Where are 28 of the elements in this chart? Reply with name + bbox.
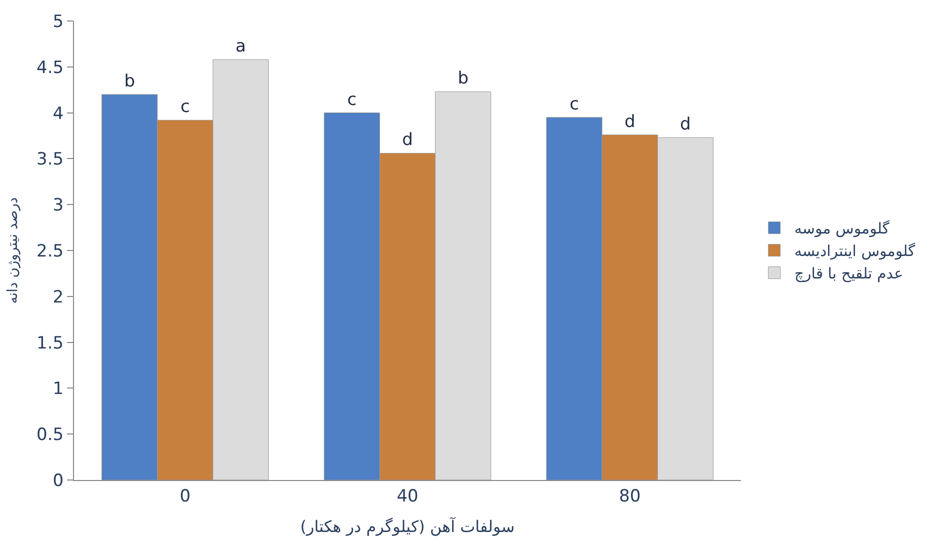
data-label: d [680,114,691,135]
data-label: b [124,71,135,92]
x-tick-label: 80 [619,486,641,506]
data-label: c [180,97,190,118]
y-tick-label: 3.5 [36,150,64,170]
y-tick-label: 4.5 [36,58,64,78]
y-tick-label: 0.5 [36,425,64,446]
y-tick-label: 5 [52,12,64,32]
legend-label: گلوموس اینترادیسه [794,242,916,260]
y-tick-label: 2.5 [36,241,64,262]
legend-label: عدم تلقیح با قارچ [794,264,904,283]
x-tick-label: 40 [396,486,418,506]
data-label: d [624,112,636,132]
x-tick-label: 0 [180,486,191,506]
data-label: a [236,36,246,57]
y-tick-label: 3 [52,196,64,216]
y-tick-label: 1.5 [36,333,64,354]
y-tick-label: 0 [52,470,64,491]
data-label: b [458,68,468,89]
data-label: c [347,90,357,110]
y-tick-label: 2 [52,287,64,308]
y-axis-title: درصد نیتروژن دانه [5,197,22,304]
data-label: c [570,94,579,114]
x-axis-title: سولفات آهن (کیلوگرم در هکتار) [300,516,515,536]
y-tick-label: 1 [52,379,64,400]
y-tick-label: 4 [52,104,64,124]
data-label: d [402,130,413,150]
legend-label: گلوموس موسه [794,220,890,238]
